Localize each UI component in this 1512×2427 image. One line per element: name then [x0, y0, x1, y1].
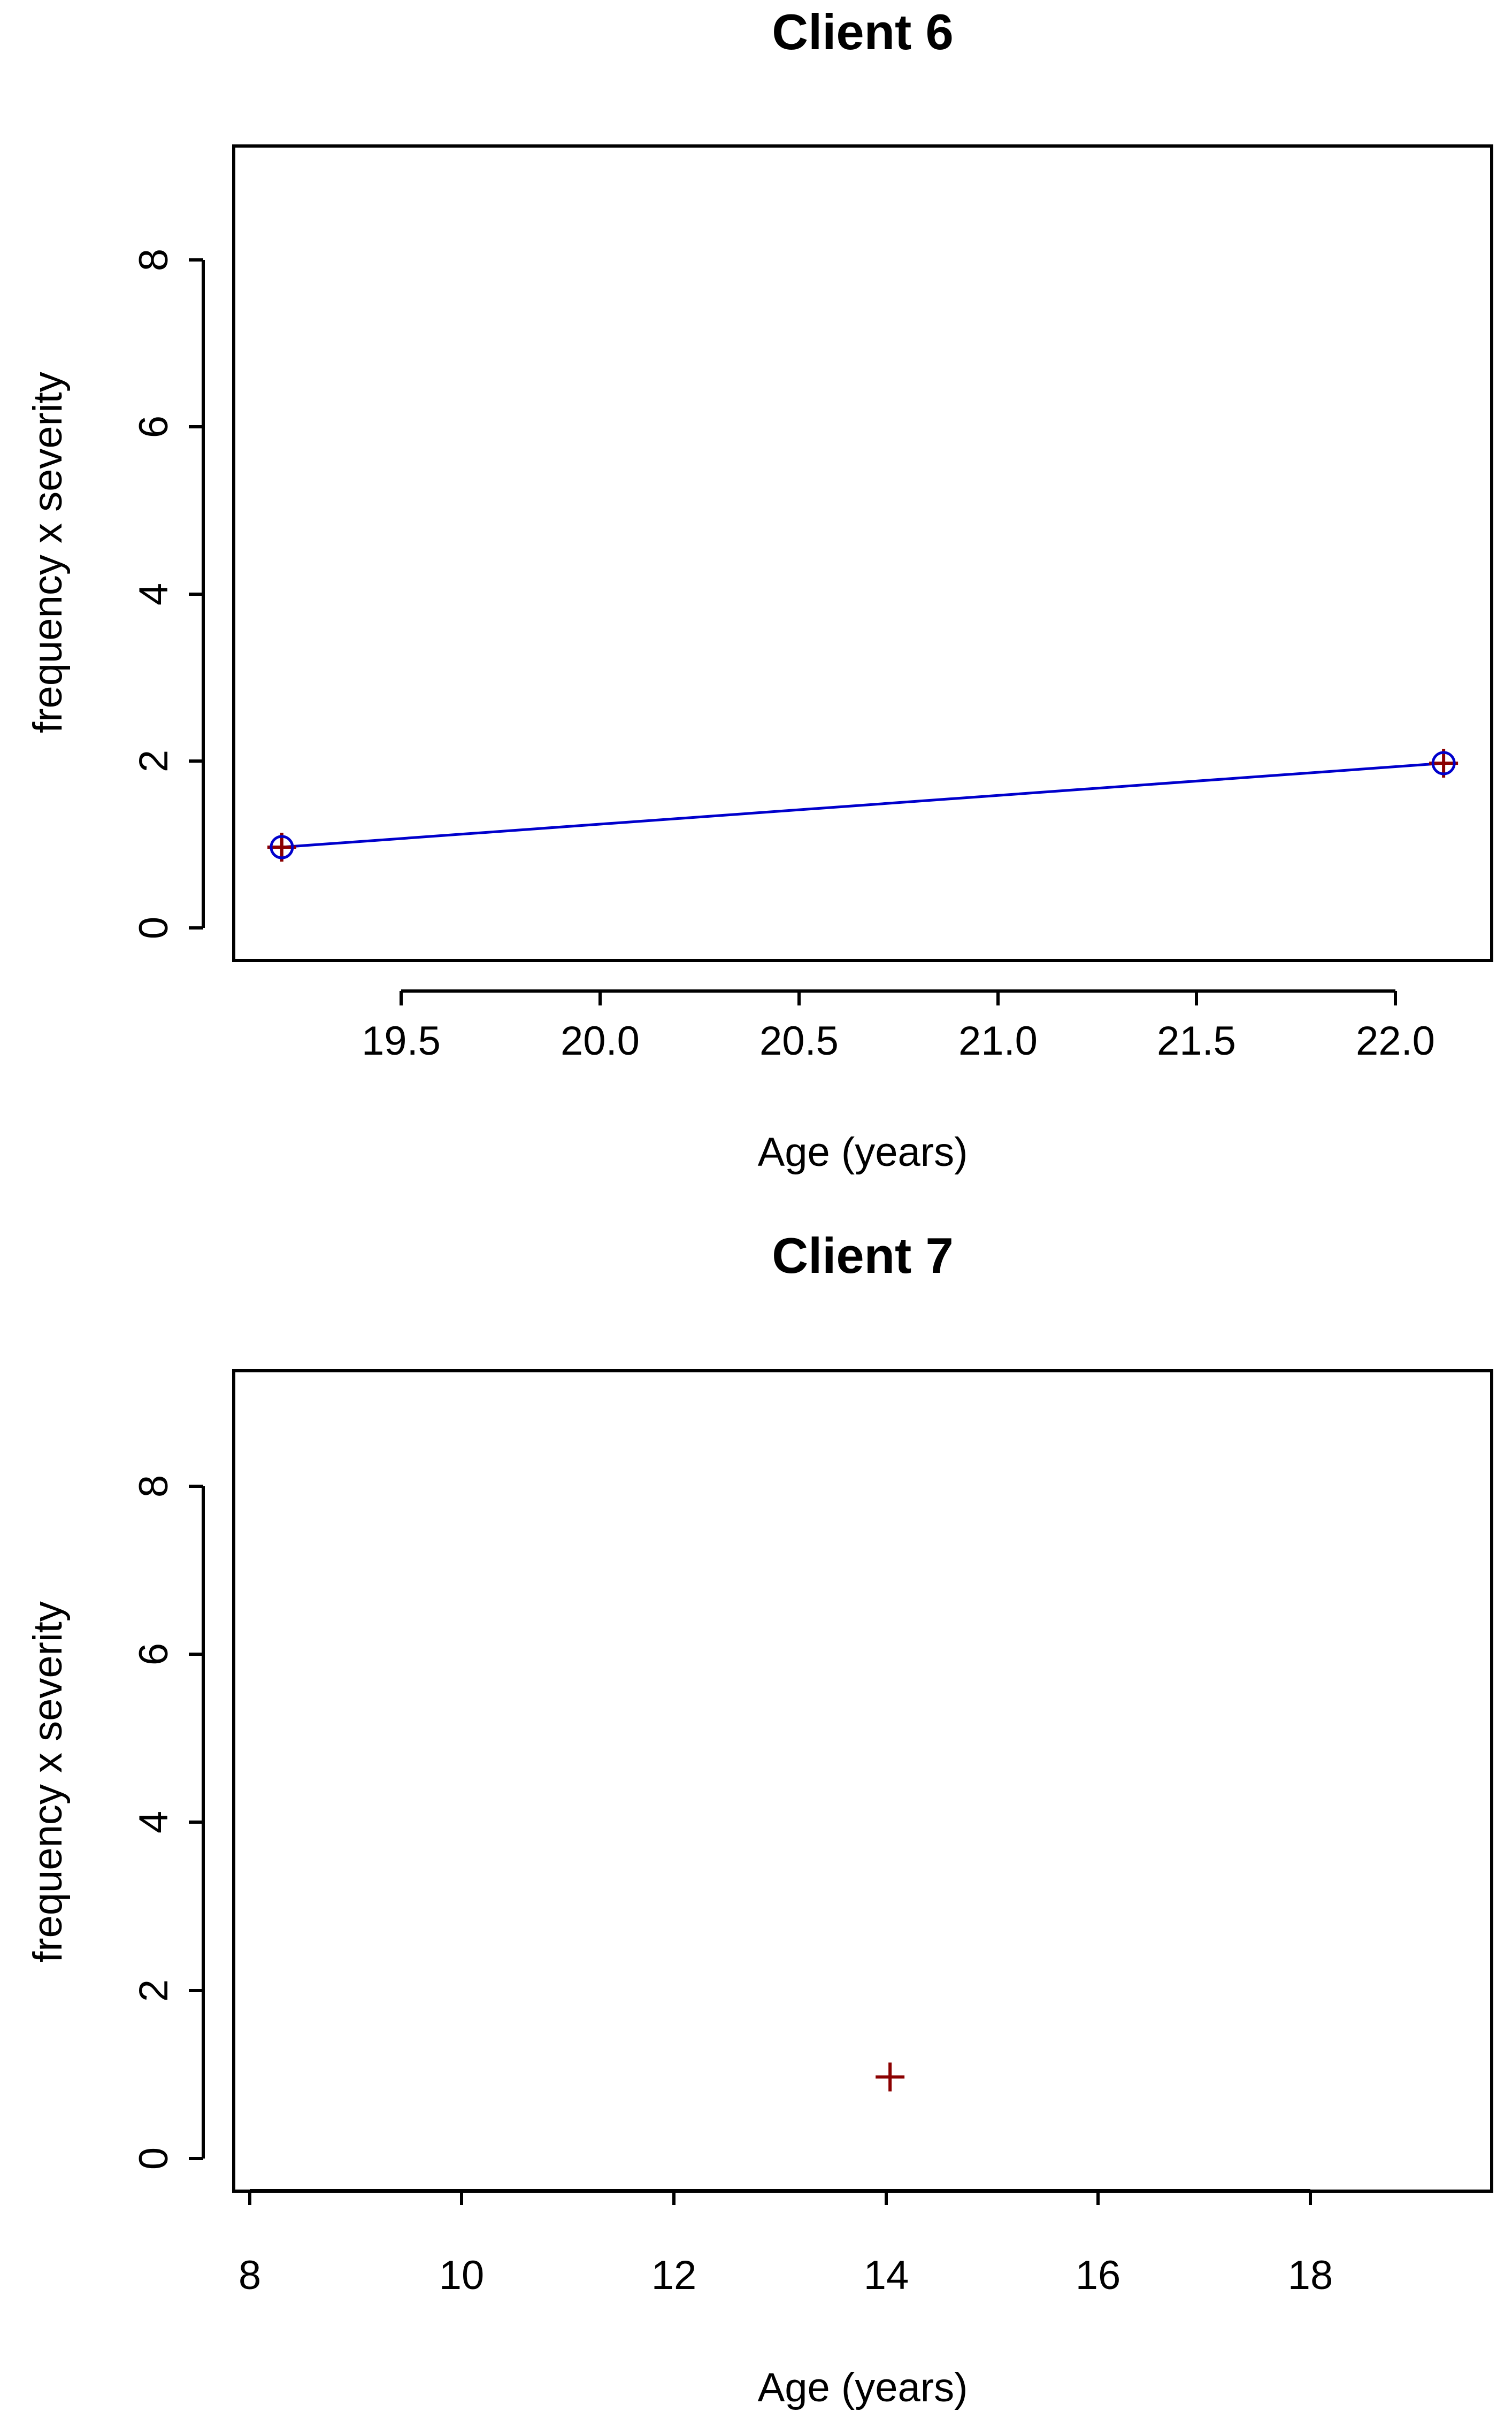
y-tick-label: 4	[131, 1811, 176, 1833]
plot-frame	[232, 144, 1493, 962]
y-tick-label: 6	[131, 416, 176, 438]
x-tick-label: 19.5	[362, 1018, 441, 1064]
y-tick-label: 8	[131, 1475, 176, 1497]
plot-area	[876, 2062, 905, 2092]
plot-frame	[232, 1369, 1493, 2193]
y-axis-label: frequency x severity	[25, 372, 71, 733]
y-axis: 0 2 4 6 8	[131, 249, 205, 939]
series-line	[281, 762, 1444, 849]
x-axis: 8 10 12 14 16 18	[239, 2189, 1333, 2298]
plot-area	[267, 749, 1459, 862]
y-tick-label: 6	[131, 1643, 176, 1665]
chart-title: Client 7	[772, 1227, 954, 1284]
x-tick-label: 8	[239, 2253, 261, 2298]
data-point	[267, 833, 296, 862]
y-tick-label: 0	[131, 917, 176, 939]
chart-panel-client-7: Client 7 0 2 4 6 8 8 10 12 14	[25, 1227, 1493, 2410]
chart-panel-client-6: Client 6 0 2 4 6 8 19.5 20.0 20.5	[25, 4, 1493, 1175]
y-axis: 0 2 4 6 8	[131, 1475, 205, 2170]
x-tick-label: 20.0	[561, 1018, 640, 1064]
y-tick-label: 0	[131, 2147, 176, 2170]
x-tick-label: 12	[651, 2253, 697, 2298]
x-tick-label: 20.5	[759, 1018, 839, 1064]
data-point	[876, 2062, 905, 2092]
y-tick-label: 8	[131, 249, 176, 271]
x-tick-label: 21.5	[1157, 1018, 1236, 1064]
x-tick-label: 22.0	[1356, 1018, 1435, 1064]
y-tick-label: 2	[131, 750, 176, 772]
data-point	[1429, 749, 1459, 778]
x-axis-label: Age (years)	[758, 1130, 968, 1175]
x-tick-label: 18	[1288, 2253, 1333, 2298]
chart-title: Client 6	[772, 4, 954, 60]
x-tick-label: 10	[439, 2253, 485, 2298]
y-tick-label: 4	[131, 583, 176, 605]
x-tick-label: 16	[1076, 2253, 1121, 2298]
y-axis-label: frequency x severity	[25, 1601, 71, 1963]
x-tick-label: 21.0	[958, 1018, 1038, 1064]
x-tick-label: 14	[864, 2253, 909, 2298]
x-axis: 19.5 20.0 20.5 21.0 21.5 22.0	[362, 989, 1435, 1064]
x-axis-label: Age (years)	[758, 2365, 968, 2410]
y-tick-label: 2	[131, 1979, 176, 2002]
